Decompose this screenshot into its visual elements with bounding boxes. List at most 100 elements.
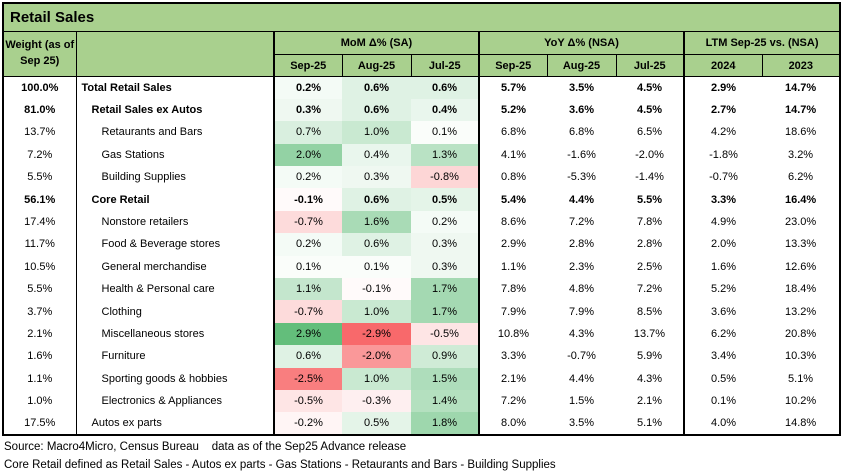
yoy-value-cell: 5.7% [478,76,547,99]
group-header-row: Weight (as of Sep 25) MoM Δ% (SA) YoY Δ%… [3,31,841,77]
yoy-value-cell: 3.6% [547,98,616,122]
mom-value-cell: 1.0% [342,367,411,390]
title-row: Retail Sales [3,3,841,32]
table-row: 17.4% Nonstore retailers -0.7% 1.6% 0.2% 8.6%… [3,210,841,234]
table-row: 1.1% Sporting goods & hobbies -2.5% 1.0% 1.5… [3,367,841,390]
ltm-value-cell: 3.4% [683,345,762,368]
mom-value-cell: 0.6% [342,76,411,99]
mom-value-cell: -0.1% [342,278,411,301]
table-row: 10.5% General merchandise 0.1% 0.1% 0.3% 1.1%… [3,255,841,279]
category-cell: Food & Beverage stores [75,233,274,256]
yoy-value-cell: 7.8% [616,210,684,234]
table-row: 1.0% Electronics & Appliances -0.5% -0.3% 1.… [3,389,841,413]
yoy-value-cell: 10.8% [478,322,547,346]
group-header-ltm: LTM Sep-25 vs. (NSA) [682,31,841,55]
mom-value-cell: 0.6% [342,188,411,211]
yoy-value-cell: 8.0% [478,412,547,435]
weight-cell: 7.2% [3,143,76,167]
yoy-value-cell: 2.1% [478,367,547,390]
weight-cell: 11.7% [3,233,76,256]
mom-value-cell: 0.2% [411,210,479,234]
yoy-value-cell: -0.7% [547,345,616,368]
mom-value-cell: 1.0% [342,121,411,144]
col-header-ltm-2023: 2023 [761,54,841,77]
weight-column-header: Weight (as of Sep 25) [3,31,77,77]
col-header-mom-jul25: Jul-25 [410,54,479,77]
table-row: 81.0% Retail Sales ex Autos 0.3% 0.6% 0.4% 5.… [3,98,841,122]
table-row: 1.6% Furniture 0.6% -2.0% 0.9% 3.3% -0.7% 5.9% 3… [3,345,841,368]
mom-value-cell: 2.0% [273,143,342,167]
group-header-mom: MoM Δ% (SA) [273,31,479,55]
weight-header-line1: Weight (as of [5,39,75,52]
yoy-value-cell: 4.3% [616,367,684,390]
yoy-value-cell: 4.4% [547,367,616,390]
col-header-mom-sep25: Sep-25 [273,54,342,77]
category-column-header [76,31,274,77]
yoy-value-cell: -5.3% [547,166,616,189]
mom-value-cell: -2.0% [342,345,411,368]
table-body: 100.0% Total Retail Sales 0.2% 0.6% 0.6% 5.7%… [3,76,841,435]
mom-value-cell: 0.3% [411,255,479,279]
yoy-value-cell: 3.5% [547,412,616,435]
category-cell: Gas Stations [75,143,274,167]
mom-value-cell: 0.6% [411,76,479,99]
weight-cell: 1.0% [3,389,76,413]
yoy-value-cell: 8.5% [616,300,684,323]
category-cell: Electronics & Appliances [75,389,274,413]
table-row: 13.7% Retaurants and Bars 0.7% 1.0% 0.1% 6.8%… [3,121,841,144]
yoy-value-cell: 7.9% [547,300,616,323]
weight-cell: 10.5% [3,255,76,279]
yoy-value-cell: 3.5% [547,76,616,99]
category-cell: Furniture [75,345,274,368]
ltm-value-cell: -0.7% [683,166,762,189]
yoy-value-cell: 4.1% [478,143,547,167]
weight-cell: 1.6% [3,345,76,368]
yoy-value-cell: -2.0% [616,143,684,167]
mom-value-cell: -0.5% [411,322,479,346]
retail-sales-table: Retail Sales Weight (as of Sep 25) MoM Δ… [2,2,841,436]
ltm-value-cell: 14.7% [762,76,841,99]
ltm-value-cell: 14.8% [762,412,841,435]
mom-value-cell: -0.3% [342,389,411,413]
sub-header-row: Sep-25 Aug-25 Jul-25 Sep-25 Aug-25 Jul-2… [3,54,841,77]
ltm-value-cell: 6.2% [762,166,841,189]
yoy-value-cell: 2.8% [616,233,684,256]
table-row: 100.0% Total Retail Sales 0.2% 0.6% 0.6% 5.7%… [3,76,841,99]
ltm-value-cell: 5.1% [762,367,841,390]
mom-value-cell: 1.7% [411,300,479,323]
col-header-ltm-2024: 2024 [683,54,762,77]
yoy-value-cell: 7.2% [478,389,547,413]
mom-value-cell: 1.4% [411,389,479,413]
col-header-yoy-sep25: Sep-25 [478,54,547,77]
ltm-value-cell: 14.7% [762,98,841,122]
mom-value-cell: 0.3% [411,233,479,256]
mom-value-cell: 0.5% [342,412,411,435]
mom-value-cell: 2.9% [273,322,342,346]
ltm-value-cell: 2.9% [683,76,762,99]
yoy-value-cell: 2.1% [616,389,684,413]
table-row: 5.5% Building Supplies 0.2% 0.3% -0.8% 0.8% -5… [3,166,841,189]
yoy-value-cell: 5.5% [616,188,684,211]
yoy-value-cell: 5.4% [478,188,547,211]
mom-value-cell: 0.9% [411,345,479,368]
yoy-value-cell: 5.9% [616,345,684,368]
ltm-value-cell: 16.4% [762,188,841,211]
ltm-value-cell: 0.5% [683,367,762,390]
yoy-value-cell: 7.2% [616,278,684,301]
weight-header-line2: Sep 25) [20,55,60,67]
ltm-value-cell: 13.3% [762,233,841,256]
yoy-value-cell: 7.2% [547,210,616,234]
mom-value-cell: 0.1% [273,255,342,279]
ltm-value-cell: 12.6% [762,255,841,279]
ltm-value-cell: 13.2% [762,300,841,323]
mom-value-cell: -0.7% [273,300,342,323]
table-row: 3.7% Clothing -0.7% 1.0% 1.7% 7.9% 7.9% 8.5% 3.6… [3,300,841,323]
yoy-value-cell: 8.6% [478,210,547,234]
table-row: 56.1% Core Retail -0.1% 0.6% 0.5% 5.4% 4.4% 5.5… [3,188,841,211]
weight-cell: 17.4% [3,210,76,234]
table-row: 5.5% Health & Personal care 1.1% -0.1% 1.7% 7… [3,278,841,301]
mom-value-cell: 1.7% [411,278,479,301]
category-cell: Retaurants and Bars [75,121,274,144]
mom-value-cell: 0.2% [273,76,342,99]
